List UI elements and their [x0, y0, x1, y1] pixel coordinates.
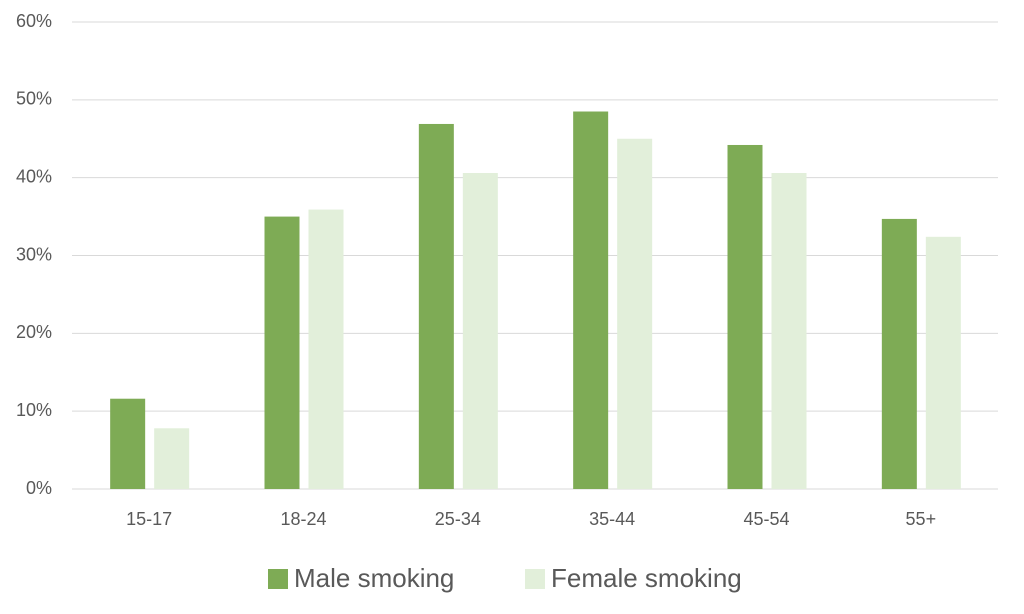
bar	[925, 236, 961, 489]
bar	[308, 209, 344, 489]
legend-swatch	[268, 569, 288, 589]
y-tick-label: 50%	[16, 89, 52, 109]
bar	[881, 218, 917, 489]
legend-label: Female smoking	[551, 563, 742, 593]
bar	[573, 111, 609, 489]
legend-label: Male smoking	[294, 563, 454, 593]
y-tick-label: 60%	[16, 11, 52, 31]
bar	[617, 138, 653, 489]
bar	[462, 172, 498, 489]
x-tick-label: 18-24	[280, 509, 326, 529]
y-tick-label: 10%	[16, 400, 52, 420]
x-tick-label: 25-34	[435, 509, 481, 529]
bar	[771, 172, 807, 489]
x-tick-label: 45-54	[743, 509, 789, 529]
y-tick-label: 20%	[16, 322, 52, 342]
x-tick-label: 35-44	[589, 509, 635, 529]
x-tick-label: 55+	[906, 509, 937, 529]
x-tick-label: 15-17	[126, 509, 172, 529]
y-tick-label: 30%	[16, 244, 52, 264]
bar	[727, 144, 763, 489]
y-tick-label: 40%	[16, 166, 52, 186]
legend-swatch	[525, 569, 545, 589]
bar	[418, 123, 454, 489]
bar	[154, 428, 190, 489]
y-tick-label: 0%	[26, 478, 52, 498]
bar	[264, 216, 300, 490]
bar	[110, 398, 146, 489]
